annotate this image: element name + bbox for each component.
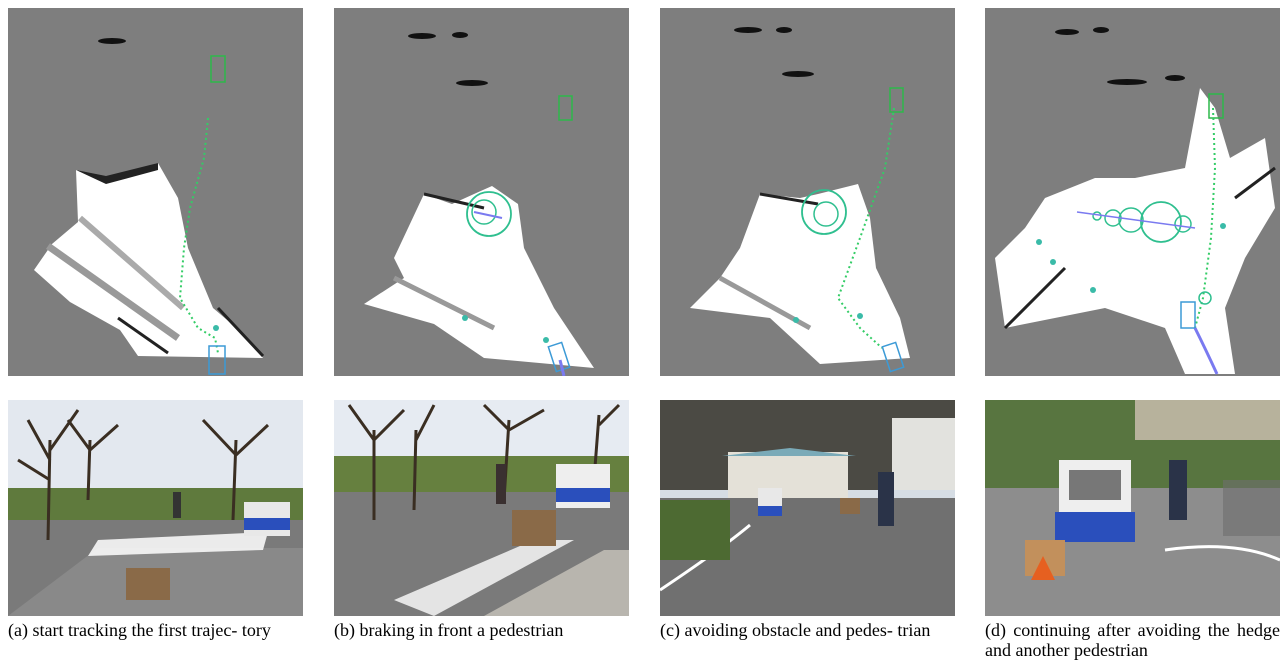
scene-photo-b <box>334 400 629 616</box>
scene-photo-d <box>985 400 1280 616</box>
caption-c: (c) avoiding obstacle and pedes- trian <box>660 620 931 640</box>
caption-d: (d) continuing after avoiding the hedge … <box>985 620 1280 660</box>
occupancy-map-a <box>8 8 303 376</box>
occupancy-map-c <box>660 8 955 376</box>
occupancy-map-d <box>985 8 1280 376</box>
occupancy-map-b <box>334 8 629 376</box>
scene-photo-a <box>8 400 303 616</box>
caption-b: (b) braking in front a pedestrian <box>334 620 564 640</box>
scene-photo-c <box>660 400 955 616</box>
caption-a: (a) start tracking the first trajec- tor… <box>8 620 271 640</box>
